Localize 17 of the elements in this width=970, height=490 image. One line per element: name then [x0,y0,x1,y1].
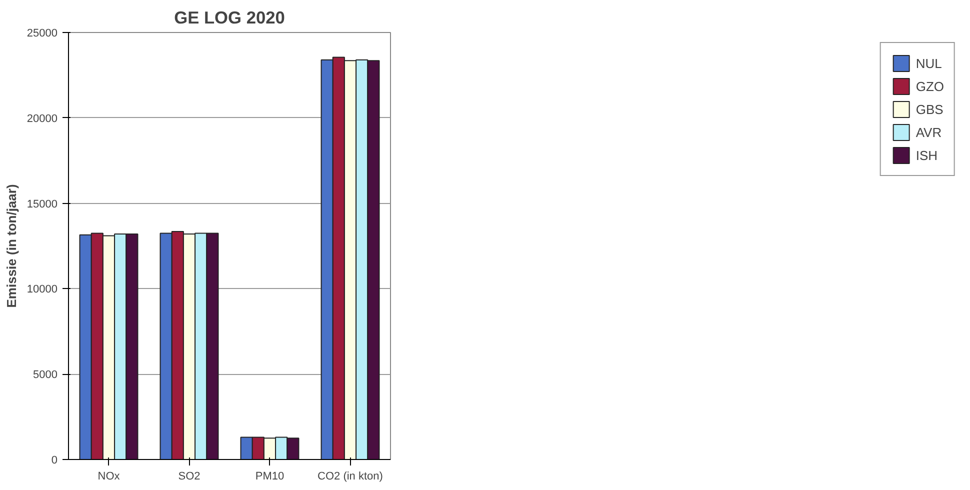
legend-label: ISH [916,148,938,162]
y-tick-label: 15000 [26,198,58,210]
legend-label: GZO [916,78,944,94]
y-tick-label: 5000 [33,369,58,382]
y-tick-label: 0 [51,454,58,466]
x-tick-label: NOx [98,470,120,482]
y-tick-label: 20000 [26,112,58,125]
y-tick-label: 25000 [26,28,58,40]
legend-label: AVR [916,124,942,140]
legend-label: GBS [916,102,944,116]
x-tick-label: CO2 (in kton) [318,470,383,482]
x-tick-label: PM10 [255,470,284,482]
legend-label: NUL [916,56,942,70]
x-tick-label: SO2 [178,470,200,482]
y-tick-label: 10000 [26,284,58,296]
y-axis-title: Emissie (in ton/jaar) [4,184,19,308]
chart-title: GE LOG 2020 [174,8,285,28]
